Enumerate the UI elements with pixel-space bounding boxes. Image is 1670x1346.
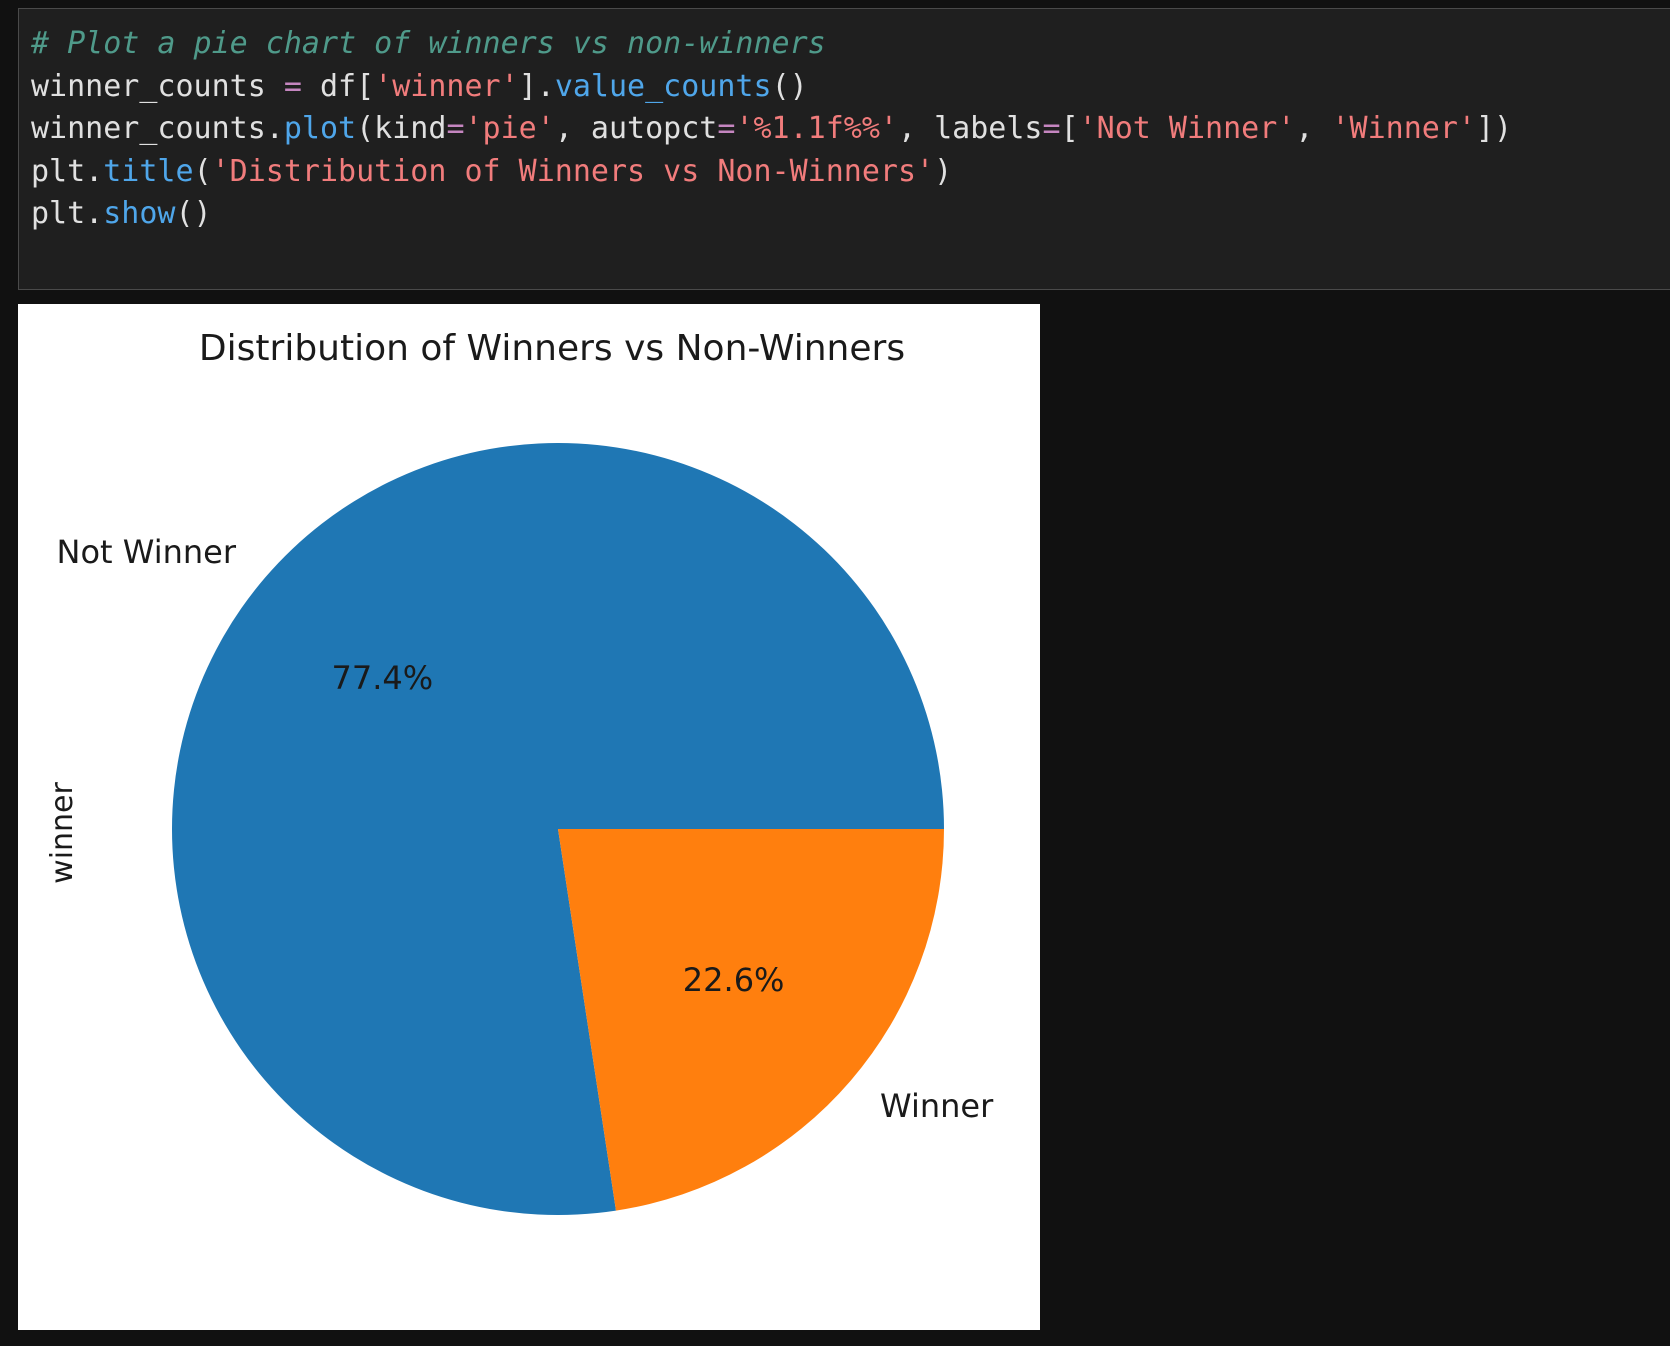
code-token: '%1.1f%%' <box>735 111 898 146</box>
code-token: # Plot a pie chart of winners vs non-win… <box>31 26 826 61</box>
code-token: title <box>103 153 194 189</box>
code-token: plot <box>283 111 357 146</box>
code-line: plt.show() <box>31 193 1512 236</box>
code-token: ]) <box>1476 111 1513 146</box>
code-token: ( <box>193 153 212 189</box>
code-token: ]. <box>518 68 555 104</box>
slice-category-label: Not Winner <box>57 533 237 571</box>
pie-slice-winner <box>558 829 944 1211</box>
code-token: 'Winner' <box>1331 111 1477 146</box>
code-token: df[ <box>301 68 375 104</box>
code-token: plt. <box>31 196 104 231</box>
code-line: winner_counts = df['winner'].value_count… <box>31 66 1512 109</box>
code-token: ) <box>934 153 953 189</box>
slice-percent-label: 22.6% <box>683 961 785 999</box>
code-token: = <box>717 111 736 146</box>
pie-slices <box>171 442 945 1215</box>
code-token: 'Distribution of Winners vs Non-Winners' <box>211 153 935 189</box>
code-token: () <box>771 68 808 104</box>
code-token: , <box>1295 111 1332 146</box>
code-token: () <box>175 196 212 231</box>
code-token: winner_counts <box>31 68 284 104</box>
chart-title: Distribution of Winners vs Non-Winners <box>199 328 905 369</box>
y-axis-label: winner <box>45 781 80 883</box>
code-token: = <box>1042 111 1061 146</box>
slice-category-label: Winner <box>880 1087 994 1125</box>
code-token: 'winner' <box>374 68 519 104</box>
pie-labels: 77.4% Not Winner 22.6% Winner <box>57 533 995 1125</box>
code-token: [ <box>1060 111 1079 146</box>
code-token: (kind <box>356 111 447 146</box>
code-token: winner_counts. <box>31 111 284 146</box>
code-token: 'Not Winner' <box>1078 111 1296 146</box>
code-token: show <box>103 196 176 231</box>
code-cell[interactable]: # Plot a pie chart of winners vs non-win… <box>18 8 1670 290</box>
code-editor[interactable]: # Plot a pie chart of winners vs non-win… <box>31 23 1512 236</box>
code-token: 'pie' <box>464 111 555 146</box>
code-token: , labels <box>898 111 1043 146</box>
code-token: = <box>446 111 465 146</box>
slice-percent-label: 77.4% <box>332 659 434 697</box>
code-line: plt.title('Distribution of Winners vs No… <box>31 151 1512 194</box>
code-line: # Plot a pie chart of winners vs non-win… <box>31 23 1512 66</box>
cell-output: Distribution of Winners vs Non-Winners w… <box>18 304 1040 1330</box>
code-token: value_counts <box>554 68 772 104</box>
code-token: = <box>283 68 302 104</box>
code-token: plt. <box>31 153 104 189</box>
code-line: winner_counts.plot(kind='pie', autopct='… <box>31 108 1512 151</box>
pie-chart: Distribution of Winners vs Non-Winners w… <box>45 328 995 1215</box>
code-token: , autopct <box>554 111 718 146</box>
